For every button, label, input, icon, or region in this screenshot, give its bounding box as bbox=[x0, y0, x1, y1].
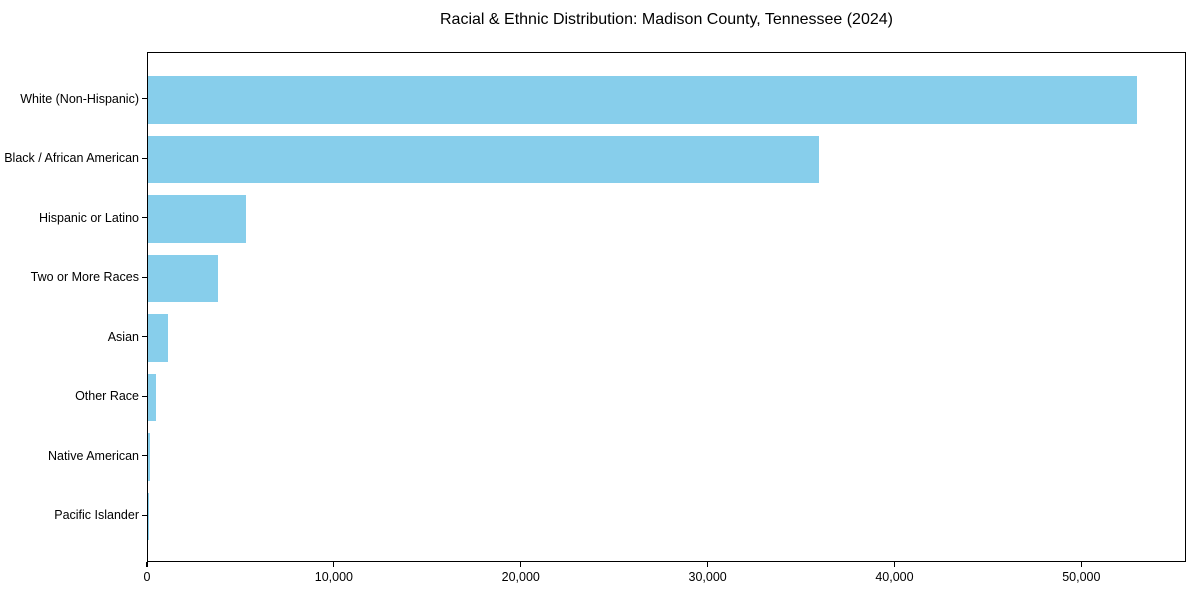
x-tick bbox=[1080, 562, 1082, 567]
x-tick-label: 0 bbox=[143, 570, 151, 584]
y-tick bbox=[142, 336, 147, 338]
x-tick-label: 50,000 bbox=[1062, 570, 1101, 584]
x-tick bbox=[707, 562, 709, 567]
bar bbox=[148, 373, 156, 421]
plot-area bbox=[147, 52, 1186, 562]
bar bbox=[148, 195, 247, 243]
x-tick bbox=[146, 562, 148, 567]
y-tick bbox=[142, 217, 147, 219]
category-label: Other Race bbox=[75, 389, 139, 404]
y-tick bbox=[142, 157, 147, 159]
x-tick-label: 10,000 bbox=[314, 570, 353, 584]
category-label: Asian bbox=[107, 329, 139, 344]
x-tick bbox=[893, 562, 896, 567]
y-tick bbox=[142, 455, 147, 457]
y-tick bbox=[142, 98, 147, 100]
bar bbox=[148, 76, 1137, 124]
bar bbox=[148, 492, 149, 540]
category-label: Black / African American bbox=[4, 151, 139, 166]
y-tick bbox=[142, 395, 147, 397]
bar bbox=[148, 254, 219, 302]
category-label: White (Non-Hispanic) bbox=[20, 91, 139, 106]
x-tick-label: 20,000 bbox=[501, 570, 540, 584]
category-label: Pacific Islander bbox=[54, 508, 139, 523]
category-label: Native American bbox=[47, 448, 139, 463]
bar bbox=[148, 314, 168, 362]
bar bbox=[148, 135, 819, 183]
y-tick bbox=[142, 276, 147, 278]
category-label: Two or More Races bbox=[30, 270, 139, 285]
y-tick bbox=[142, 514, 147, 516]
x-tick bbox=[520, 562, 522, 567]
x-tick-label: 30,000 bbox=[688, 570, 727, 584]
x-tick bbox=[333, 562, 335, 567]
bar bbox=[148, 433, 150, 481]
chart-title: Racial & Ethnic Distribution: Madison Co… bbox=[440, 11, 893, 28]
x-tick-label: 40,000 bbox=[875, 570, 914, 584]
category-label: Hispanic or Latino bbox=[38, 210, 139, 225]
